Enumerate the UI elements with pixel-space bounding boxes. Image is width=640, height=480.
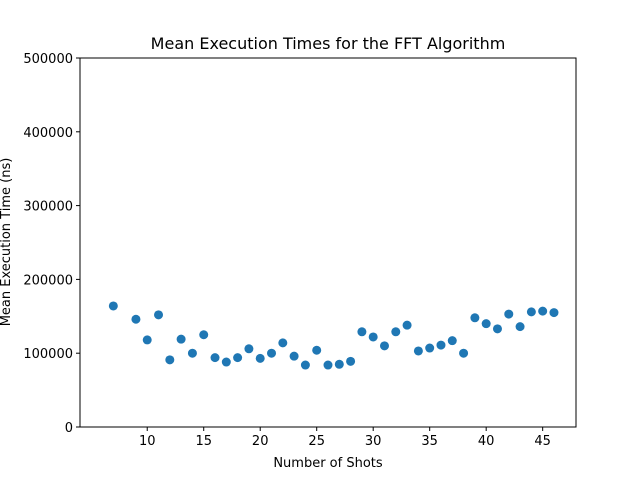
x-tick-label: 15 <box>195 434 212 449</box>
y-axis-ticks: 0 100000 200000 300000 400000 500000 <box>23 52 80 436</box>
data-point <box>131 314 141 324</box>
y-tick-label: 500000 <box>23 52 73 67</box>
data-point <box>244 344 254 354</box>
data-point <box>176 334 186 344</box>
data-point <box>538 306 548 316</box>
data-point <box>278 338 288 348</box>
data-point <box>312 345 322 355</box>
data-point <box>413 346 423 356</box>
data-point <box>357 327 367 337</box>
data-point <box>481 319 491 329</box>
y-tick-label: 0 <box>65 421 73 436</box>
data-point <box>199 330 209 340</box>
data-point <box>447 336 457 346</box>
data-point <box>436 340 446 350</box>
data-point <box>267 348 277 358</box>
plot-frame <box>79 57 577 428</box>
data-point <box>334 359 344 369</box>
data-point <box>142 335 152 345</box>
data-point <box>165 355 175 365</box>
y-axis-label: Mean Execution Time (ns) <box>0 158 14 327</box>
data-point <box>425 343 435 353</box>
data-point <box>233 353 243 363</box>
x-axis-ticks: 10 15 20 25 30 35 40 45 <box>139 427 551 449</box>
data-point <box>323 360 333 370</box>
y-tick-label: 400000 <box>23 126 73 141</box>
x-tick-label: 25 <box>308 434 325 449</box>
data-point <box>108 301 118 311</box>
data-point <box>210 353 220 363</box>
data-point <box>391 327 401 337</box>
data-point <box>504 309 514 319</box>
data-point <box>470 313 480 323</box>
x-tick-label: 10 <box>139 434 156 449</box>
data-point <box>379 341 389 351</box>
y-tick-label: 300000 <box>23 200 73 215</box>
x-axis-label: Number of Shots <box>273 456 383 471</box>
data-point <box>300 360 310 370</box>
data-point <box>492 324 502 334</box>
data-point <box>368 332 378 342</box>
x-tick-label: 35 <box>421 434 438 449</box>
data-point <box>402 320 412 330</box>
data-points <box>108 301 559 370</box>
data-point <box>187 348 197 358</box>
data-point <box>526 307 536 317</box>
data-point <box>289 351 299 361</box>
data-point <box>154 310 164 320</box>
x-tick-label: 40 <box>478 434 495 449</box>
data-point <box>221 357 231 367</box>
data-point <box>549 308 559 318</box>
data-point <box>459 348 469 358</box>
y-tick-label: 100000 <box>23 347 73 362</box>
data-point <box>346 356 356 366</box>
y-tick-label: 200000 <box>23 273 73 288</box>
x-tick-label: 45 <box>534 434 551 449</box>
data-point <box>255 353 265 363</box>
chart-title: Mean Execution Times for the FFT Algorit… <box>151 34 506 53</box>
x-tick-label: 30 <box>365 434 382 449</box>
data-point <box>515 322 525 332</box>
x-tick-label: 20 <box>252 434 269 449</box>
